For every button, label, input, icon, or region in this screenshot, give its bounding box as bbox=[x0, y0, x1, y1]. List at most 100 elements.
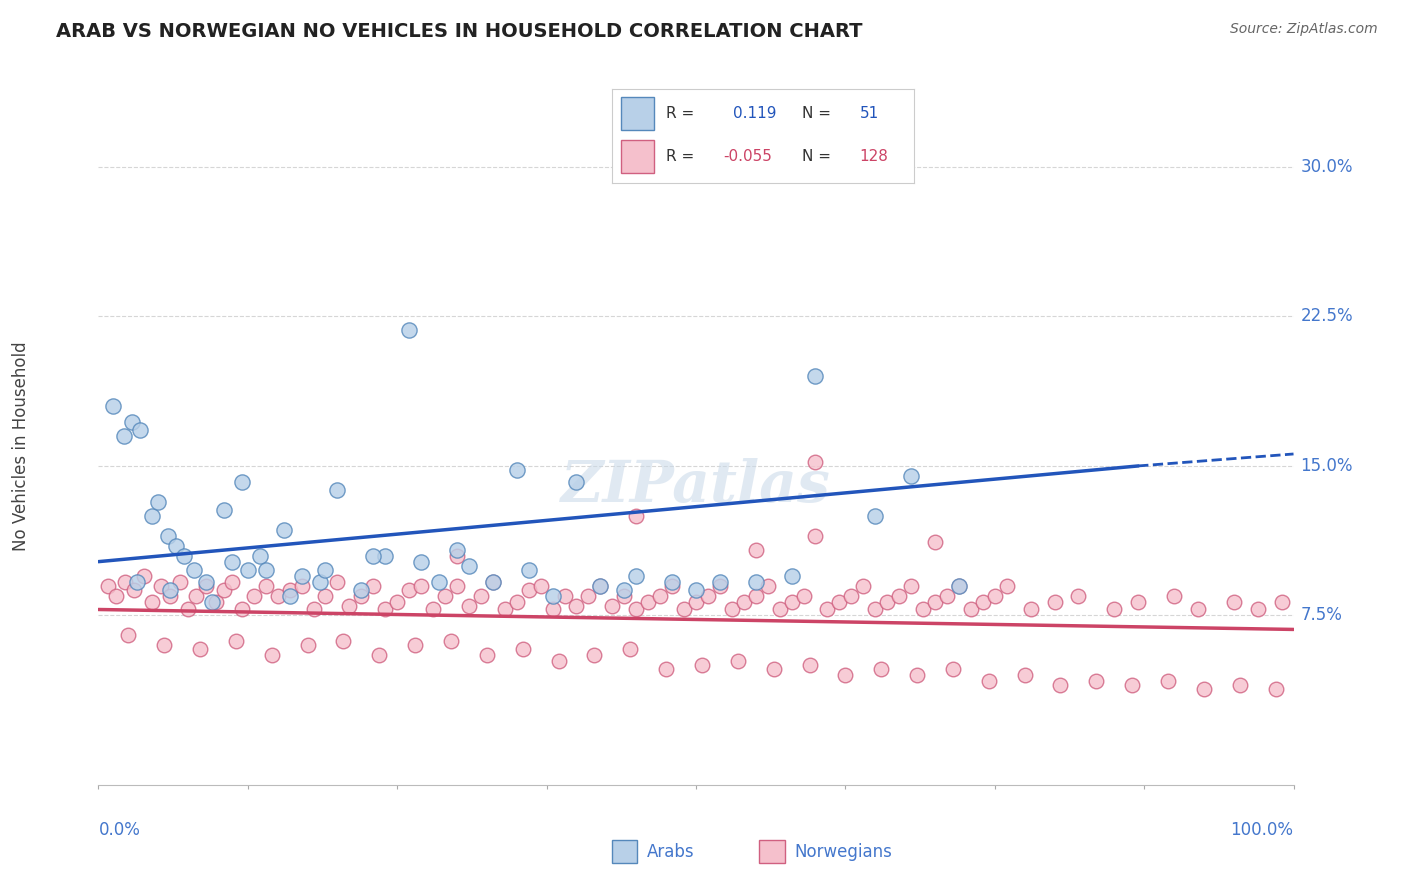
Point bbox=[254, 578, 277, 592]
Point bbox=[745, 542, 768, 557]
Point bbox=[290, 578, 312, 592]
Point bbox=[194, 578, 217, 592]
Point bbox=[212, 503, 235, 517]
Point bbox=[948, 578, 970, 592]
Point bbox=[900, 469, 922, 483]
Point bbox=[332, 634, 354, 648]
Point bbox=[427, 574, 450, 589]
Point bbox=[446, 542, 468, 557]
Point bbox=[1049, 678, 1071, 692]
Point bbox=[188, 642, 211, 657]
Point bbox=[834, 668, 856, 682]
Point bbox=[350, 589, 373, 603]
Point bbox=[125, 574, 148, 589]
Point bbox=[177, 602, 200, 616]
Point bbox=[194, 574, 217, 589]
Point bbox=[221, 555, 243, 569]
Point bbox=[619, 642, 641, 657]
Point bbox=[720, 602, 742, 616]
Point bbox=[709, 578, 731, 592]
Point bbox=[315, 563, 337, 577]
Point bbox=[385, 594, 409, 608]
Text: R =: R = bbox=[666, 106, 695, 121]
Point bbox=[685, 582, 707, 597]
Point bbox=[326, 483, 349, 497]
Point bbox=[733, 594, 755, 608]
Point bbox=[517, 582, 540, 597]
Point bbox=[1043, 594, 1066, 608]
Text: 0.0%: 0.0% bbox=[98, 821, 141, 838]
Point bbox=[132, 568, 155, 582]
Point bbox=[114, 574, 136, 589]
Point bbox=[589, 578, 612, 592]
Bar bbox=[620, 96, 654, 130]
Text: N =: N = bbox=[801, 106, 831, 121]
Point bbox=[613, 582, 636, 597]
Text: 0.119: 0.119 bbox=[733, 106, 776, 121]
Point bbox=[363, 549, 385, 563]
Point bbox=[141, 594, 163, 608]
Point bbox=[529, 578, 551, 592]
Point bbox=[804, 369, 827, 384]
Point bbox=[1085, 674, 1108, 689]
Text: 51: 51 bbox=[859, 106, 879, 121]
Point bbox=[457, 558, 479, 573]
Point bbox=[117, 628, 139, 642]
Point bbox=[554, 589, 576, 603]
Point bbox=[267, 589, 290, 603]
Point bbox=[315, 589, 337, 603]
Point bbox=[936, 589, 959, 603]
Point bbox=[911, 602, 934, 616]
Text: R =: R = bbox=[666, 149, 695, 164]
Point bbox=[231, 602, 253, 616]
Point bbox=[793, 589, 815, 603]
Point bbox=[1187, 602, 1209, 616]
Point bbox=[1222, 594, 1246, 608]
Point bbox=[506, 463, 529, 477]
Point bbox=[204, 594, 226, 608]
Text: No Vehicles in Household: No Vehicles in Household bbox=[13, 341, 30, 551]
Point bbox=[141, 508, 163, 523]
Text: 7.5%: 7.5% bbox=[1301, 607, 1343, 624]
Point bbox=[1014, 668, 1036, 682]
Point bbox=[517, 563, 540, 577]
Point bbox=[1271, 594, 1294, 608]
Point bbox=[1264, 682, 1286, 697]
Point bbox=[173, 549, 195, 563]
Point bbox=[159, 589, 181, 603]
Point bbox=[613, 589, 636, 603]
Point bbox=[804, 455, 827, 469]
Point bbox=[1067, 589, 1090, 603]
Point bbox=[648, 589, 672, 603]
Point bbox=[637, 594, 659, 608]
Point bbox=[541, 589, 564, 603]
Point bbox=[112, 429, 135, 443]
Point bbox=[804, 529, 827, 543]
Point bbox=[149, 578, 172, 592]
Text: ARAB VS NORWEGIAN NO VEHICLES IN HOUSEHOLD CORRELATION CHART: ARAB VS NORWEGIAN NO VEHICLES IN HOUSEHO… bbox=[56, 22, 863, 41]
Point bbox=[470, 589, 492, 603]
Point bbox=[870, 662, 893, 676]
Text: Norwegians: Norwegians bbox=[794, 843, 893, 861]
Point bbox=[221, 574, 243, 589]
Point bbox=[475, 648, 498, 663]
Point bbox=[995, 578, 1018, 592]
Text: Source: ZipAtlas.com: Source: ZipAtlas.com bbox=[1230, 22, 1378, 37]
Point bbox=[1157, 674, 1180, 689]
Point bbox=[905, 668, 928, 682]
Point bbox=[433, 589, 456, 603]
Point bbox=[889, 589, 911, 603]
Point bbox=[576, 589, 599, 603]
Point bbox=[983, 589, 1005, 603]
Point bbox=[541, 602, 564, 616]
Point bbox=[959, 602, 981, 616]
Point bbox=[1019, 602, 1042, 616]
Point bbox=[121, 415, 143, 429]
Point bbox=[1102, 602, 1125, 616]
Point bbox=[159, 582, 181, 597]
Point bbox=[624, 568, 647, 582]
Point bbox=[260, 648, 283, 663]
Point bbox=[924, 534, 946, 549]
Point bbox=[768, 602, 790, 616]
Point bbox=[411, 578, 433, 592]
